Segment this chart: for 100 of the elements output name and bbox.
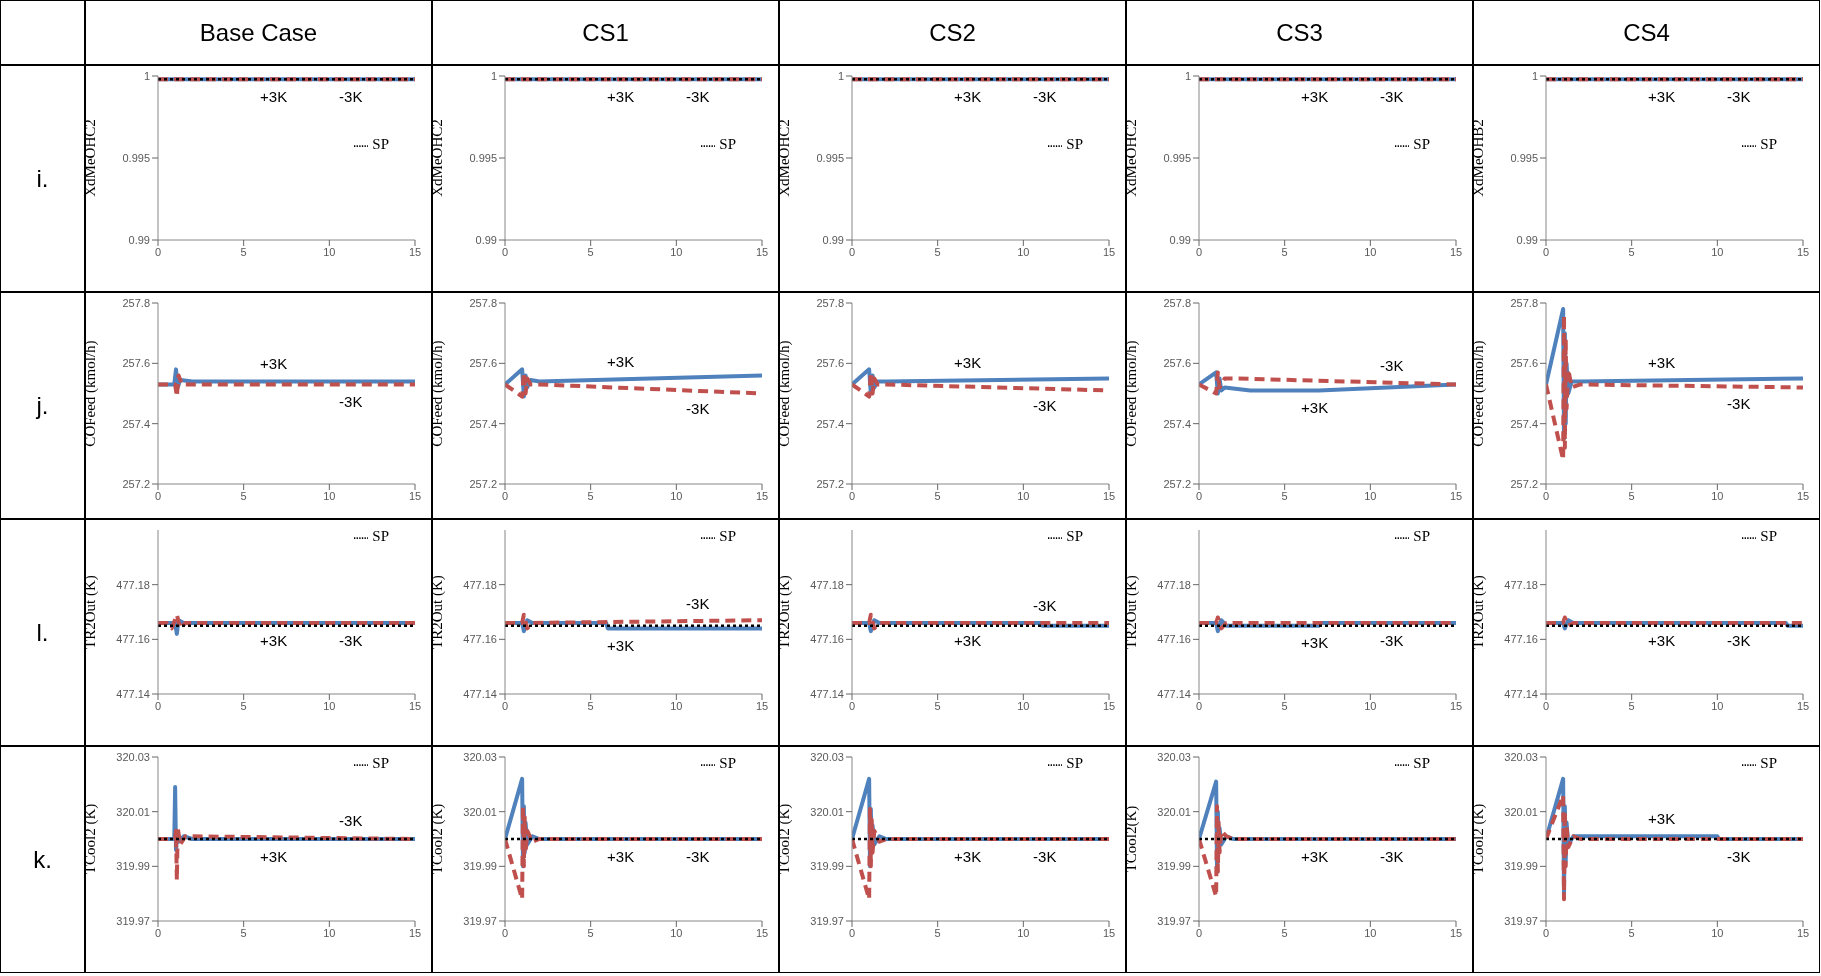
x-tick-label: 5 bbox=[1628, 699, 1635, 712]
x-tick-label: 15 bbox=[1102, 489, 1116, 502]
legend-label: SP bbox=[1066, 136, 1083, 152]
x-tick-label: 0 bbox=[501, 489, 509, 502]
series-label: -3K bbox=[1380, 356, 1404, 374]
series-label: +3K bbox=[1648, 354, 1676, 372]
y-tick-label: 320.01 bbox=[810, 805, 844, 818]
y-tick-label: 0.99 bbox=[1169, 233, 1191, 246]
series-label: -3K bbox=[1033, 847, 1057, 865]
x-tick-label: 10 bbox=[670, 926, 683, 939]
x-tick-label: 0 bbox=[1195, 699, 1203, 712]
y-tick-label: 0.995 bbox=[1163, 151, 1191, 164]
series-label: +3K bbox=[260, 631, 288, 649]
x-tick-label: 10 bbox=[323, 926, 336, 939]
x-tick-label: 5 bbox=[1281, 699, 1288, 712]
x-tick-label: 15 bbox=[1796, 489, 1810, 502]
series-label: +3K bbox=[1301, 847, 1329, 865]
y-tick-label: 320.03 bbox=[463, 750, 497, 763]
x-tick-label: 15 bbox=[408, 926, 422, 939]
y-tick-label: 257.4 bbox=[816, 417, 844, 430]
series-label: -3K bbox=[1380, 87, 1404, 105]
x-tick-label: 0 bbox=[1542, 489, 1550, 502]
y-tick-label: 320.03 bbox=[1504, 750, 1538, 763]
x-tick-label: 0 bbox=[1542, 699, 1550, 712]
series-label: +3K bbox=[1301, 399, 1329, 417]
y-tick-label: 477.18 bbox=[810, 578, 844, 591]
y-tick-label: 257.2 bbox=[1510, 477, 1538, 490]
chart-title: CS3 bbox=[1126, 0, 1473, 65]
y-tick-label: 320.03 bbox=[810, 750, 844, 763]
series-label: -3K bbox=[686, 847, 710, 865]
x-tick-label: 0 bbox=[154, 926, 162, 939]
x-tick-label: 15 bbox=[1449, 245, 1463, 258]
y-tick-label: 0.995 bbox=[816, 151, 844, 164]
x-tick-label: 0 bbox=[154, 489, 162, 502]
y-tick-label: 319.99 bbox=[463, 860, 497, 873]
x-tick-label: 5 bbox=[934, 926, 941, 939]
y-tick-label: 257.2 bbox=[816, 477, 844, 490]
x-tick-label: 15 bbox=[1796, 699, 1810, 712]
x-tick-label: 10 bbox=[670, 699, 683, 712]
x-tick-label: 10 bbox=[323, 245, 336, 258]
x-tick-label: 5 bbox=[1281, 926, 1288, 939]
series-label: +3K bbox=[260, 355, 288, 373]
y-tick-label: 1 bbox=[837, 69, 844, 82]
series-label: -3K bbox=[1727, 847, 1751, 865]
x-tick-label: 0 bbox=[154, 245, 162, 258]
series-label: -3K bbox=[339, 87, 363, 105]
legend-label: SP bbox=[372, 136, 389, 152]
x-tick-label: 5 bbox=[587, 926, 594, 939]
series-label: +3K bbox=[1301, 634, 1329, 652]
x-tick-label: 15 bbox=[1102, 699, 1116, 712]
y-tick-label: 257.2 bbox=[469, 477, 497, 490]
y-tick-label: 477.16 bbox=[1504, 633, 1538, 646]
x-tick-label: 10 bbox=[323, 699, 336, 712]
y-tick-label: 477.14 bbox=[1504, 687, 1538, 700]
y-tick-label: 477.18 bbox=[463, 578, 497, 591]
series-label: -3K bbox=[1380, 847, 1404, 865]
y-tick-label: 257.6 bbox=[1510, 357, 1538, 370]
y-tick-label: 0.99 bbox=[475, 233, 497, 246]
x-tick-label: 5 bbox=[587, 699, 594, 712]
text: l. bbox=[36, 618, 49, 646]
x-tick-label: 10 bbox=[1364, 699, 1377, 712]
y-tick-label: 320.01 bbox=[1157, 805, 1191, 818]
x-tick-label: 10 bbox=[1711, 926, 1724, 939]
chart-title: CS2 bbox=[779, 0, 1126, 65]
y-tick-label: 1 bbox=[1184, 69, 1191, 82]
y-tick-label: 257.2 bbox=[122, 477, 150, 490]
y-tick-label: 477.14 bbox=[116, 687, 150, 700]
series-label: +3K bbox=[260, 87, 288, 105]
x-tick-label: 15 bbox=[755, 245, 769, 258]
x-tick-label: 0 bbox=[501, 926, 509, 939]
x-tick-label: 10 bbox=[1364, 245, 1377, 258]
x-tick-label: 5 bbox=[1628, 245, 1635, 258]
chart-title: CS4 bbox=[1473, 0, 1820, 65]
series-label: -3K bbox=[1727, 395, 1751, 413]
legend-label: SP bbox=[372, 528, 389, 544]
x-tick-label: 0 bbox=[1195, 245, 1203, 258]
x-tick-label: 10 bbox=[1017, 699, 1030, 712]
series-label: +3K bbox=[1648, 631, 1676, 649]
series-label: -3K bbox=[339, 812, 363, 830]
x-tick-label: 5 bbox=[240, 245, 247, 258]
x-tick-label: 15 bbox=[755, 926, 769, 939]
x-tick-label: 15 bbox=[1796, 245, 1810, 258]
series-label: +3K bbox=[954, 354, 982, 372]
y-tick-label: 1 bbox=[490, 69, 497, 82]
y-tick-label: 257.4 bbox=[122, 417, 150, 430]
x-tick-label: 10 bbox=[323, 489, 336, 502]
x-tick-label: 5 bbox=[587, 245, 594, 258]
x-tick-label: 15 bbox=[1449, 699, 1463, 712]
line-series bbox=[1546, 793, 1803, 902]
x-tick-label: 15 bbox=[1449, 489, 1463, 502]
x-tick-label: 5 bbox=[934, 699, 941, 712]
legend-label: SP bbox=[719, 755, 736, 771]
series-label: +3K bbox=[607, 87, 635, 105]
x-tick-label: 0 bbox=[848, 489, 856, 502]
x-tick-label: 15 bbox=[1102, 245, 1116, 258]
y-tick-label: 477.16 bbox=[810, 633, 844, 646]
series-label: -3K bbox=[1033, 397, 1057, 415]
legend-label: SP bbox=[1413, 528, 1430, 544]
x-tick-label: 0 bbox=[501, 245, 509, 258]
y-tick-label: 319.97 bbox=[463, 914, 497, 927]
